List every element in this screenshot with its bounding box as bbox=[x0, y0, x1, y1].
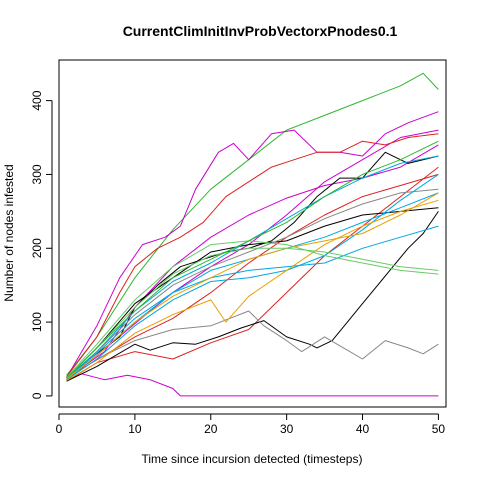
x-tick-label: 40 bbox=[356, 422, 370, 436]
series-line-7 bbox=[66, 166, 439, 382]
x-axis: 0 10 20 30 40 50 bbox=[56, 413, 446, 436]
x-axis-label: Time since incursion detected (timesteps… bbox=[142, 452, 363, 466]
series-line-11 bbox=[66, 207, 439, 379]
x-tick-label: 10 bbox=[128, 422, 142, 436]
y-tick-label: 100 bbox=[30, 312, 44, 332]
y-axis: 0 100 200 300 400 bbox=[30, 90, 53, 399]
y-tick-label: 0 bbox=[30, 392, 44, 399]
series-line-3 bbox=[66, 373, 439, 397]
x-tick-label: 20 bbox=[204, 422, 218, 436]
y-tick-label: 300 bbox=[30, 164, 44, 184]
series-line-22 bbox=[66, 140, 439, 379]
series-line-12 bbox=[66, 310, 439, 381]
chart-title: CurrentClimInitInvProbVectorxPnodes0.1 bbox=[123, 23, 398, 39]
series-line-17 bbox=[66, 173, 439, 381]
series-line-2 bbox=[66, 111, 439, 378]
x-tick-label: 0 bbox=[56, 422, 63, 436]
series-line-1 bbox=[66, 72, 439, 376]
x-tick-label: 30 bbox=[280, 422, 294, 436]
series-line-18 bbox=[66, 199, 439, 381]
y-tick-label: 400 bbox=[30, 90, 44, 110]
series-line-19 bbox=[66, 192, 439, 380]
y-tick-label: 200 bbox=[30, 238, 44, 258]
series-layer bbox=[66, 72, 439, 397]
series-line-21 bbox=[66, 247, 439, 379]
series-line-8 bbox=[66, 173, 439, 378]
y-axis-label: Number of nodes infested bbox=[2, 164, 16, 301]
series-line-6 bbox=[66, 133, 439, 378]
series-line-13 bbox=[66, 188, 439, 379]
series-line-10 bbox=[66, 211, 439, 382]
plot-frame bbox=[58, 59, 447, 408]
x-tick-label: 50 bbox=[432, 422, 446, 436]
